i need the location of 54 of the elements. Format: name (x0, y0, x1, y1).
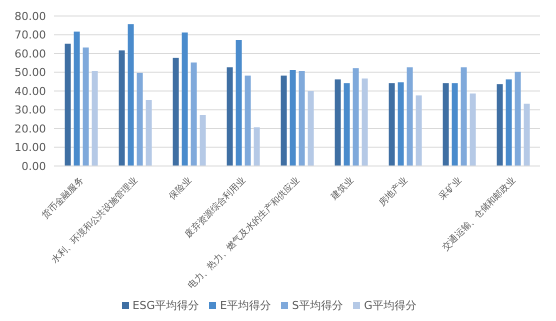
bar (280, 76, 287, 166)
bar (524, 104, 530, 166)
bar (470, 93, 476, 166)
bar (172, 58, 179, 166)
bar (506, 79, 512, 166)
legend-label: ESG平均得分 (132, 299, 199, 312)
y-tick-label: 40.00 (14, 84, 46, 98)
x-tick-label: 建筑业 (328, 175, 356, 203)
bar (190, 62, 197, 166)
bar (236, 40, 242, 166)
bar (496, 84, 503, 166)
y-tick-label: 50.00 (14, 66, 46, 80)
x-tick-label: 保险业 (167, 175, 194, 202)
bar (82, 48, 89, 166)
bar (452, 83, 458, 166)
legend-label: S平均得分 (292, 299, 343, 312)
x-tick-label: 采矿业 (437, 175, 464, 202)
bar (398, 82, 404, 166)
bar (118, 50, 125, 166)
legend-label: E平均得分 (220, 299, 271, 312)
y-tick-label: 80.00 (14, 10, 46, 23)
y-tick-label: 0.00 (22, 160, 46, 173)
bar (290, 70, 296, 166)
legend-label: G平均得分 (364, 299, 416, 312)
bar (146, 100, 152, 166)
bar (344, 83, 350, 166)
bar (514, 72, 521, 166)
bar (352, 68, 359, 166)
bar (254, 127, 260, 166)
bar (182, 32, 188, 166)
bar (406, 67, 413, 166)
y-tick-label: 70.00 (14, 28, 46, 42)
x-tick-label: 货币金融服务 (40, 175, 86, 222)
bar (200, 115, 206, 166)
bar (92, 70, 98, 166)
bar (128, 24, 134, 166)
bar (136, 72, 143, 166)
bar (334, 79, 341, 166)
y-tick-label: 30.00 (14, 104, 46, 117)
bar (226, 67, 233, 166)
bar (74, 32, 80, 166)
bar (362, 78, 368, 166)
bar (244, 76, 251, 166)
bar (460, 67, 467, 166)
bar (64, 44, 71, 166)
bar (298, 70, 305, 166)
x-tick-label: 房地产业 (376, 175, 410, 208)
bar (388, 83, 395, 166)
bar (442, 83, 449, 166)
bar (416, 95, 422, 166)
y-tick-label: 20.00 (14, 122, 46, 136)
y-tick-label: 10.00 (14, 141, 46, 154)
y-tick-label: 60.00 (14, 47, 46, 60)
bar (308, 91, 314, 166)
